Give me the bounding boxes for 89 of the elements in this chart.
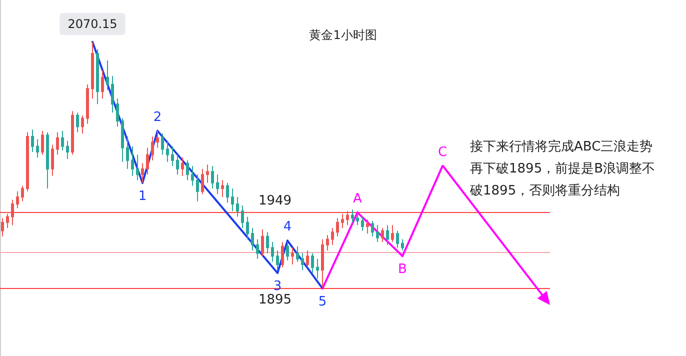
candlestick: [46, 132, 49, 190]
candlestick: [221, 180, 224, 198]
candlestick: [1, 218, 4, 237]
candlestick: [16, 190, 19, 209]
candlestick: [136, 154, 139, 181]
candlestick: [106, 60, 109, 91]
candlestick: [186, 160, 189, 181]
candlestick: [171, 146, 174, 167]
candlestick: [401, 238, 404, 251]
candlestick: [316, 258, 319, 280]
candlestick: [351, 209, 354, 223]
candlestick: [11, 199, 14, 226]
candlestick: [391, 224, 394, 243]
annotation: 1: [138, 188, 147, 204]
candlestick: [131, 146, 134, 176]
candlestick: [226, 182, 229, 204]
candlestick: [76, 112, 79, 133]
candlestick: [301, 252, 304, 271]
annotation: A: [353, 191, 362, 206]
candlestick: [191, 166, 194, 186]
candlestick: [36, 138, 39, 158]
candlestick: [296, 246, 299, 262]
candlestick: [71, 110, 74, 156]
annotation: 5: [318, 294, 327, 310]
candlestick: [326, 234, 329, 251]
candlestick: [151, 136, 154, 161]
candlestick: [271, 242, 274, 262]
candlestick: [21, 185, 24, 202]
candlestick: [366, 219, 369, 234]
candlestick: [371, 220, 374, 237]
candlestick: [6, 213, 9, 228]
candlestick: [256, 238, 259, 260]
annotation: 4: [283, 220, 292, 235]
candlestick: [116, 98, 119, 128]
candlestick: [276, 250, 279, 271]
candlestick: [201, 168, 204, 195]
candlestick: [386, 224, 389, 246]
candlestick: [396, 230, 399, 248]
candlestick: [176, 154, 179, 175]
candlestick: [121, 118, 124, 162]
candlestick: [376, 224, 379, 243]
candlestick: [206, 164, 209, 184]
candlestick: [241, 204, 244, 228]
candlestick: [246, 216, 249, 240]
candlestick: [336, 218, 339, 237]
data-label: 2070.15: [68, 17, 118, 31]
candlestick: [81, 114, 84, 134]
candlestick: [291, 247, 294, 266]
candlestick: [311, 252, 314, 274]
candlestick: [381, 227, 384, 243]
candlestick: [251, 227, 254, 251]
candlestick: [41, 130, 44, 156]
candlestick: [331, 227, 334, 246]
candlestick: [321, 238, 324, 288]
candlestick: [31, 128, 34, 152]
annotation: 接下来行情将完成ABC三浪走势再下破1895，前提是B浪调整不破1895，否则将重分结构: [469, 138, 656, 198]
candlestick: [231, 188, 234, 212]
ref-line-label: 1949: [258, 193, 292, 208]
candlestick: [161, 133, 164, 156]
candlestick: [181, 157, 184, 176]
candlestick: [61, 130, 64, 152]
candlestick: [306, 250, 309, 268]
candlestick: [281, 242, 284, 268]
candlestick: [261, 228, 264, 257]
candlestick: [26, 132, 29, 192]
candlestick: [216, 174, 219, 195]
candlestick: [341, 213, 344, 228]
candlestick: [51, 144, 54, 176]
annotation: 2: [153, 110, 162, 125]
candlestick: [286, 242, 289, 261]
candlestick: [111, 75, 114, 114]
candlestick: [211, 166, 214, 190]
annotation: B: [398, 262, 407, 278]
candlestick: [361, 216, 364, 232]
candlestick: [56, 132, 59, 156]
candlestick: [126, 136, 129, 170]
candlestick: [101, 70, 104, 99]
candlestick: [146, 147, 149, 175]
candlestick: [266, 232, 269, 254]
text: 黄金1小时图: [309, 28, 377, 42]
candlestick: [166, 140, 169, 162]
ref-line-label: 1895: [258, 292, 292, 308]
annotation: C: [438, 145, 448, 160]
candlestick: [86, 84, 89, 124]
candlestick: [196, 174, 199, 202]
candlestick: [346, 210, 349, 226]
candlestick: [96, 48, 99, 105]
candlestick: [66, 140, 69, 160]
candlestick: [236, 196, 239, 218]
